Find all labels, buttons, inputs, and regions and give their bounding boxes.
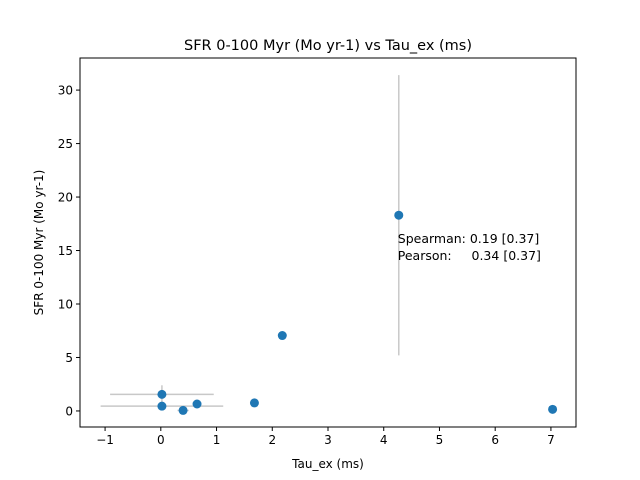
x-tick-label-7: 6: [491, 433, 499, 447]
data-point-3: [192, 399, 202, 409]
data-point-0: [157, 389, 167, 399]
x-tick-label-5: 4: [380, 433, 388, 447]
x-tick-label-0: −1: [96, 433, 114, 447]
x-tick-label-1: 0: [157, 433, 165, 447]
point-layer: [157, 210, 558, 415]
y-tick-label-0: 0: [65, 404, 73, 418]
y-tick-label-6: 30: [58, 84, 73, 98]
data-point-1: [157, 401, 167, 411]
y-tick-label-4: 20: [58, 191, 73, 205]
correlation-annotation-0: Spearman: 0.19 [0.37]: [398, 231, 539, 246]
x-tick-label-2: 1: [213, 433, 221, 447]
x-tick-label-8: 7: [547, 433, 555, 447]
y-tick-label-2: 10: [58, 298, 73, 312]
x-axis-label: Tau_ex (ms): [291, 457, 364, 471]
plot-frame: [79, 57, 577, 428]
x-tick-label-3: 2: [268, 433, 276, 447]
correlation-annotation-1: Pearson: 0.34 [0.37]: [398, 248, 541, 263]
annotation-layer: Spearman: 0.19 [0.37] Pearson: 0.34 [0.37…: [398, 231, 541, 263]
y-axis-ticks: 0 5 10 15 20 25 30: [58, 84, 80, 418]
y-axis-label: SFR 0-100 Myr (Mo yr-1): [32, 170, 46, 316]
y-tick-label-1: 5: [65, 351, 73, 365]
data-point-4: [249, 398, 259, 408]
y-tick-label-3: 15: [58, 244, 73, 258]
data-point-6: [394, 210, 404, 220]
chart-title: SFR 0-100 Myr (Mo yr-1) vs Tau_ex (ms): [184, 38, 472, 54]
x-tick-label-4: 3: [324, 433, 332, 447]
data-point-2: [178, 405, 188, 415]
x-tick-label-6: 5: [436, 433, 444, 447]
x-axis-ticks: −1 0 1 2 3 4 5 6 7: [96, 427, 555, 447]
y-tick-label-5: 25: [58, 137, 73, 151]
data-point-7: [548, 404, 558, 414]
data-point-5: [277, 331, 287, 341]
